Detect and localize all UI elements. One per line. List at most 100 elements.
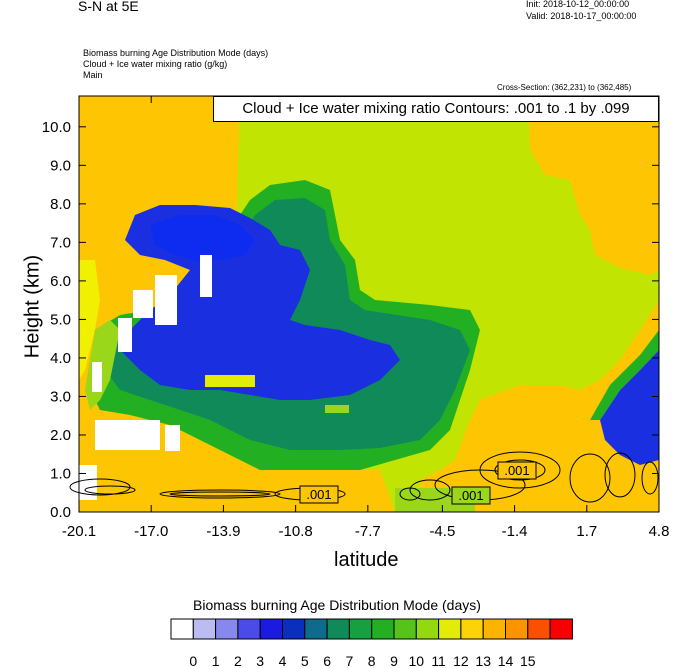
- contour-label: .001: [458, 488, 483, 503]
- contour-label: .001: [306, 487, 331, 502]
- y-tick-label: 0.0: [50, 504, 71, 521]
- y-axis-label: Height (km): [21, 254, 44, 359]
- y-tick-label: 9.0: [50, 157, 71, 174]
- colorbar-label: 15: [520, 653, 536, 668]
- valid-time: Valid: 2018-10-17_00:00:00: [526, 11, 637, 21]
- contour-label-box: [497, 461, 537, 480]
- colorbar-swatch: [192, 618, 217, 640]
- field-left-yellow: [79, 260, 100, 380]
- colorbar-swatch: [527, 618, 551, 640]
- cross-section-label: Cross-Section: (362,231) to (362,485): [497, 83, 632, 92]
- contour-label-box: [451, 486, 491, 505]
- colorbar-label: 13: [475, 653, 491, 668]
- colorbar-swatch: [371, 618, 395, 640]
- y-tick-label: 3.0: [50, 388, 71, 405]
- x-tick-label: 4.8: [649, 523, 670, 540]
- colorbar-swatch: [393, 618, 417, 640]
- colorbar-swatch: [460, 618, 484, 640]
- y-tick-label: 8.0: [50, 196, 71, 213]
- contour-line: [409, 479, 451, 501]
- field-white-pocket-1: [118, 318, 132, 352]
- colorbar-label: 6: [323, 653, 331, 668]
- colorbar-swatch: [415, 618, 440, 640]
- field-right-green-region: [590, 330, 659, 420]
- colorbar-swatch: [482, 618, 507, 640]
- field-description-1: Biomass burning Age Distribution Mode (d…: [83, 48, 269, 58]
- y-tick-label: 6.0: [50, 273, 71, 290]
- y-tick-label: 7.0: [50, 234, 71, 251]
- colorbar-swatch: [282, 618, 306, 640]
- colorbar-label: 4: [279, 653, 287, 668]
- field-white-pocket-6: [95, 420, 160, 450]
- x-tick-label: -20.1: [62, 523, 96, 540]
- colorbar-label: 9: [390, 653, 398, 668]
- field-white-pocket-7: [165, 425, 180, 451]
- y-tick-label: 10.0: [42, 119, 71, 136]
- contour-line: [569, 453, 611, 503]
- colorbar-label: 0: [189, 653, 197, 668]
- y-tick-label: 2.0: [50, 427, 71, 444]
- colorbar-swatch: [549, 618, 573, 640]
- contour-line: [159, 489, 281, 499]
- contour-label-box: [299, 485, 339, 504]
- colorbar-label: 10: [409, 653, 425, 668]
- field-yellow-streak: [205, 375, 255, 387]
- contour-line: [604, 452, 636, 498]
- contour-line: [641, 461, 659, 495]
- colorbar-swatch: [170, 618, 194, 640]
- colorbar-label: 14: [498, 653, 514, 668]
- colorbar-label: 12: [453, 653, 469, 668]
- field-description-3: Main: [83, 70, 103, 80]
- y-tick-label: 1.0: [50, 465, 71, 482]
- contour-line: [84, 485, 136, 495]
- x-tick-label: 1.7: [576, 523, 597, 540]
- y-tick-label: 5.0: [50, 311, 71, 328]
- contour-line: [479, 451, 561, 489]
- colorbar-label: 7: [346, 653, 354, 668]
- contour-labels: .001 .001 .001: [299, 461, 537, 505]
- contour-line: [69, 478, 131, 496]
- field-white-pocket-4: [200, 255, 212, 297]
- contour-line: [169, 491, 271, 497]
- colorbar-swatch: [237, 618, 261, 640]
- x-axis: -20.1 -17.0 -13.9 -10.8 -7.7 -4.5 -1.4 1.7 4.8: [62, 96, 670, 540]
- colorbar-label: 1: [212, 653, 220, 668]
- contour-info-box: Cloud + Ice water mixing ratio Contours:…: [213, 96, 659, 122]
- colorbar-swatch: [348, 618, 373, 640]
- field-white-pocket-2: [133, 290, 153, 318]
- x-tick-label: -17.0: [134, 523, 168, 540]
- field-orange-upper-right: [528, 96, 659, 275]
- colorbar-swatch: [326, 618, 350, 640]
- colorbar-label: 2: [234, 653, 242, 668]
- colorbar-swatch: [304, 618, 328, 640]
- chart-title: S-N at 5E: [78, 0, 139, 14]
- y-axis: 0.0 1.0 2.0 3.0 4.0 5.0 6.0 7.0 8.0 9.0 10.0: [42, 119, 659, 521]
- colorbar-swatch: [438, 618, 462, 640]
- field-white-pocket-5: [92, 362, 102, 392]
- x-tick-label: -10.8: [279, 523, 313, 540]
- colorbar-title: Biomass burning Age Distribution Mode (d…: [193, 597, 481, 613]
- field-brightblue-region: [150, 215, 255, 262]
- colorbar-label: 5: [301, 653, 309, 668]
- y-tick-label: 4.0: [50, 350, 71, 367]
- field-right-blue-region: [600, 350, 659, 465]
- contour-label: .001: [504, 463, 529, 478]
- field-description-2: Cloud + Ice water mixing ratio (g/kg): [83, 59, 228, 69]
- colorbar-label: 8: [368, 653, 376, 668]
- colorbar: 0 1 2 3 4 5 6 7 8 9 10 11 12 13 14 15: [170, 618, 573, 668]
- field-white-pocket-3: [155, 275, 177, 325]
- x-tick-label: -13.9: [206, 523, 240, 540]
- x-tick-label: -4.5: [429, 523, 455, 540]
- field-lightgreen-streak: [325, 405, 349, 413]
- heatmap-field: [79, 96, 659, 512]
- x-tick-label: -1.4: [502, 523, 528, 540]
- init-time: Init: 2018-10-12_00:00:00: [526, 0, 630, 9]
- colorbar-label: 3: [256, 653, 264, 668]
- x-tick-label: -7.7: [355, 523, 381, 540]
- contour-line: [494, 459, 546, 481]
- x-axis-label: latitude: [334, 549, 399, 571]
- colorbar-swatch: [505, 618, 529, 640]
- colorbar-label: 11: [431, 653, 446, 668]
- colorbar-swatch: [259, 618, 284, 640]
